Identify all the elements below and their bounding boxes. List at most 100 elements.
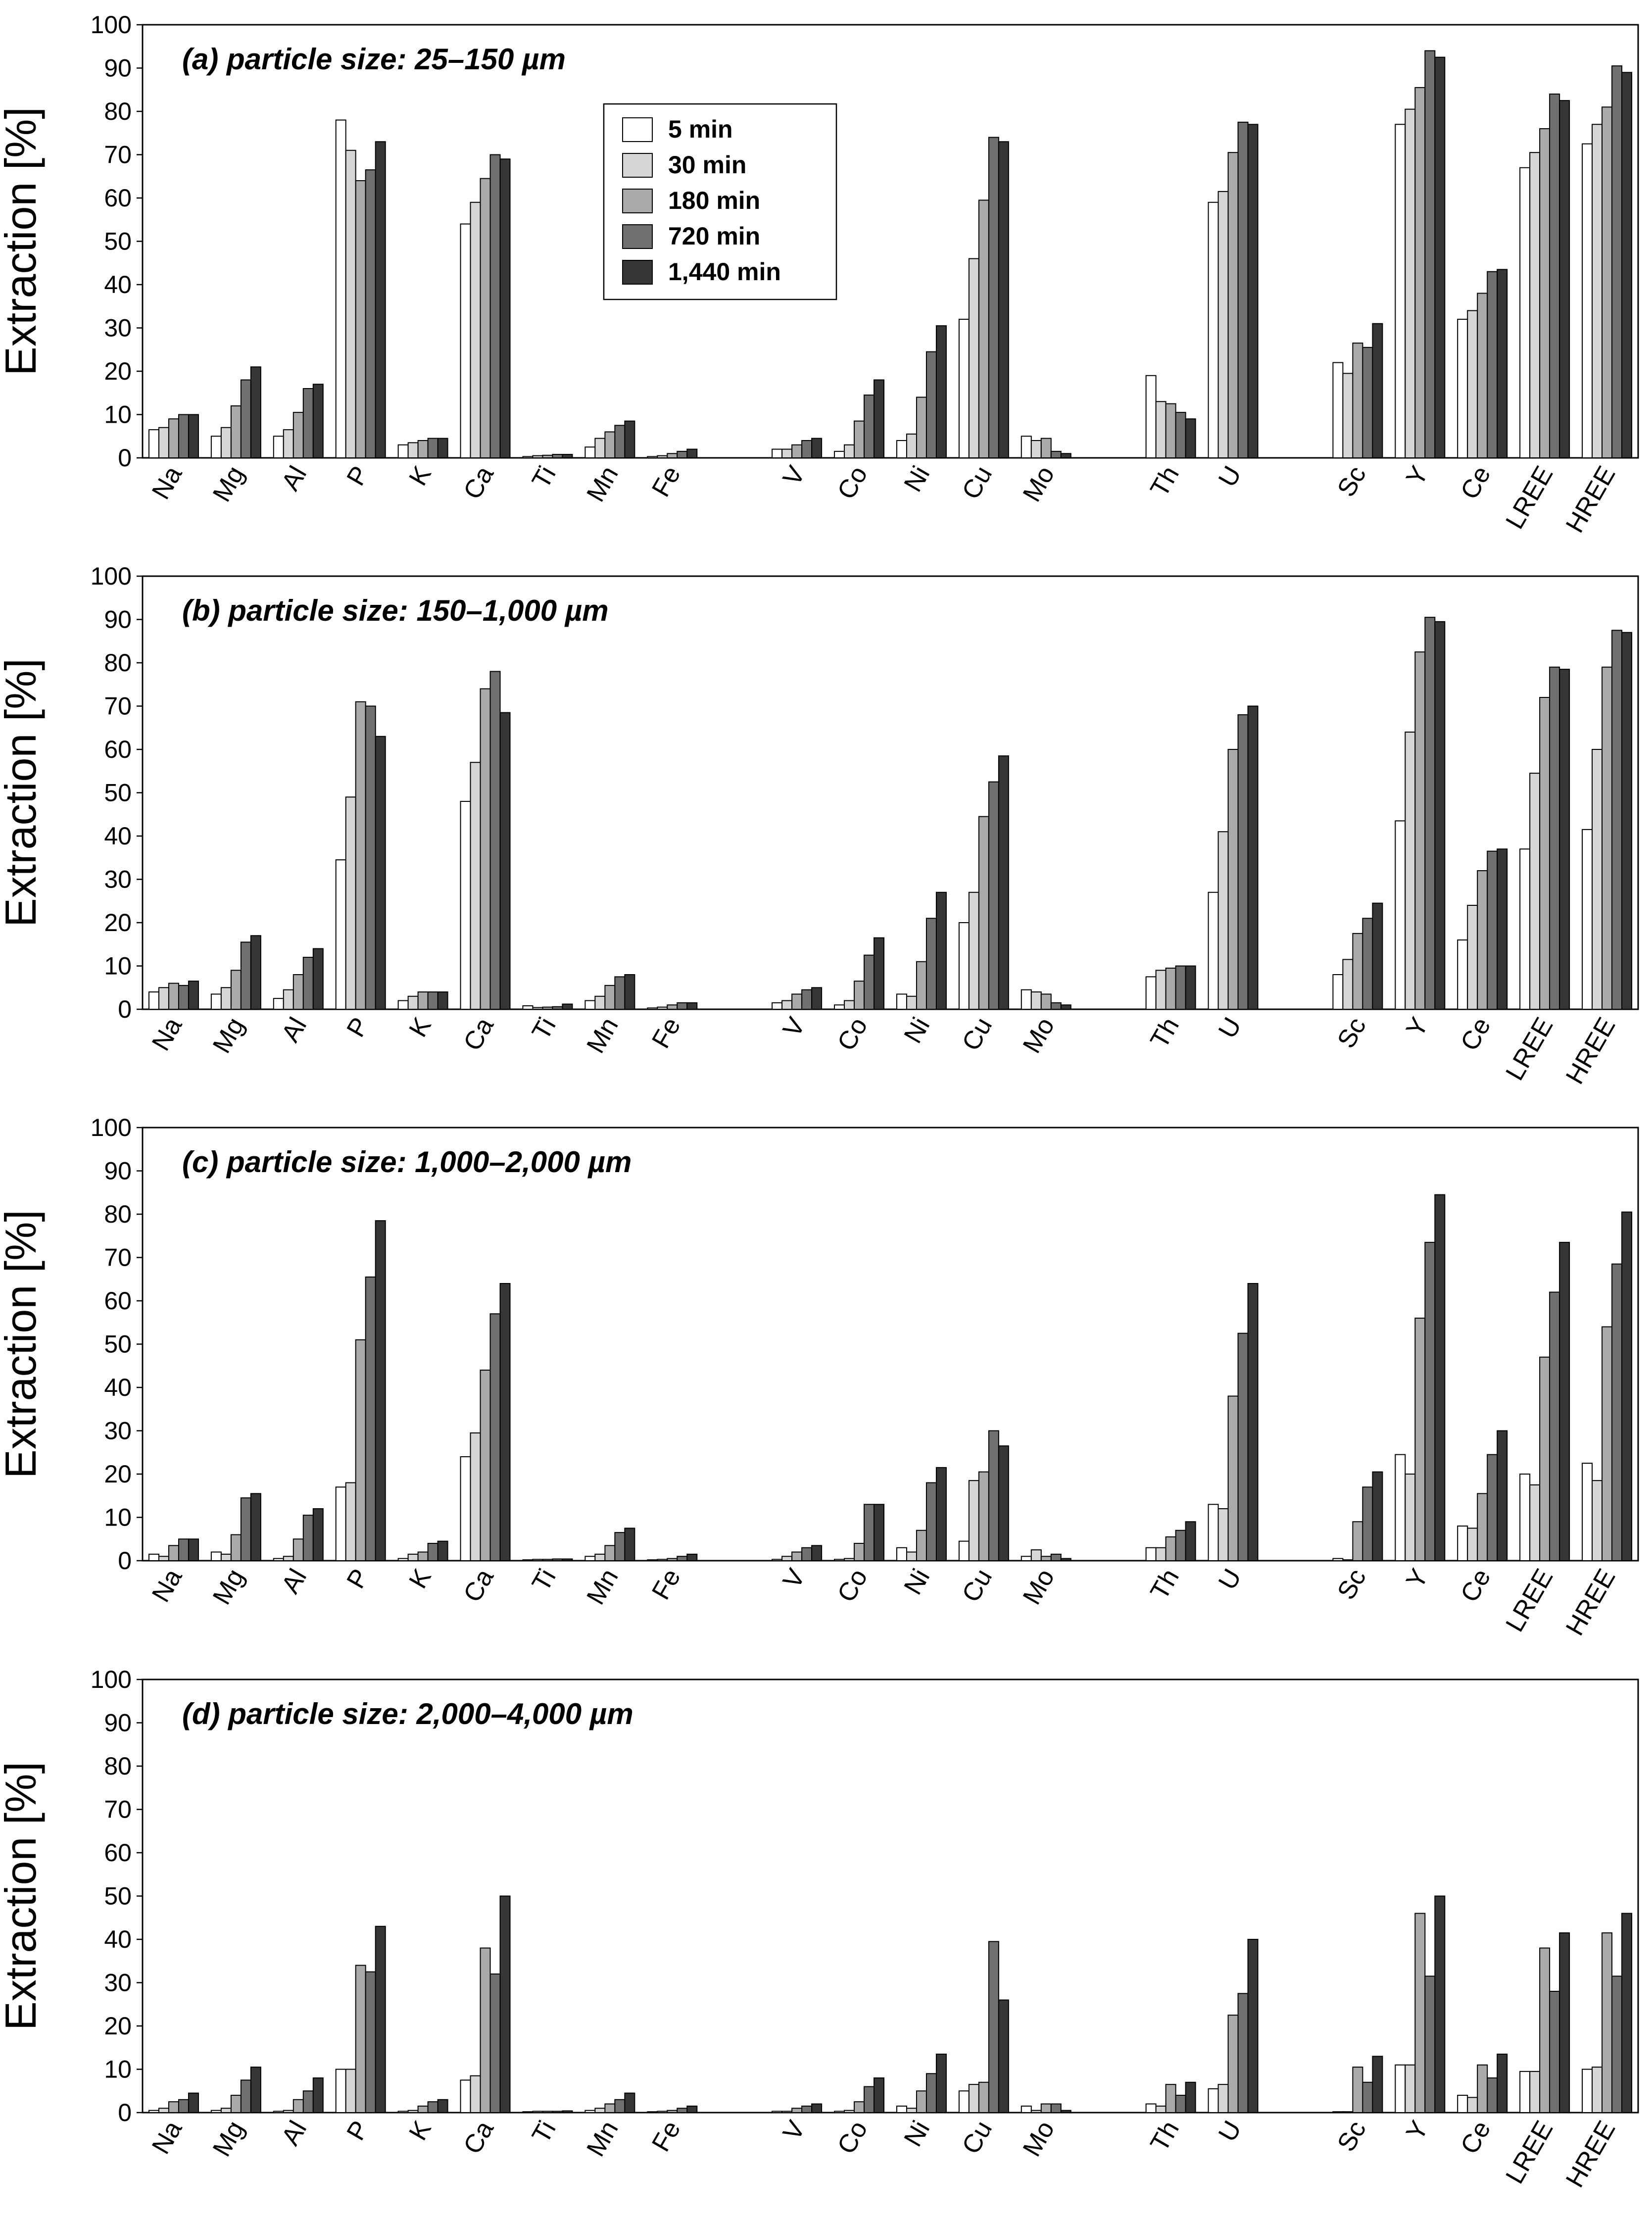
bar-Ni-180min (916, 961, 927, 1010)
bar-Mn-1440min (624, 974, 635, 1010)
bar-Ca-180min (480, 688, 491, 1010)
bar-HREE-30min (1592, 124, 1603, 458)
bar-Cu-1440min (998, 141, 1009, 458)
bar-Y-30min (1405, 1474, 1416, 1561)
bar-Al-180min (292, 974, 304, 1010)
bar-K-30min (407, 2110, 419, 2113)
legend-swatch (622, 153, 653, 178)
bar-Mo-1440min (1060, 1004, 1071, 1010)
category-label: HREE (1560, 461, 1621, 538)
bar-Na-1440min (188, 2092, 199, 2113)
bar-Na-1440min (188, 981, 199, 1010)
y-tick-label: 50 (104, 1331, 132, 1358)
category-label: Ca (458, 1564, 499, 1607)
category-label: Mg (207, 1564, 250, 1610)
bar-Fe-30min (657, 2111, 668, 2113)
bar-Mn-5min (584, 1000, 596, 1010)
bar-Ni-30min (906, 433, 917, 458)
bar-Mn-5min (584, 446, 596, 458)
bar-Cu-30min (968, 891, 979, 1010)
category-label: HREE (1560, 2116, 1621, 2192)
bar-HREE-5min (1582, 1463, 1593, 1561)
category-label: U (1213, 1013, 1247, 1043)
bar-Ca-1440min (499, 1283, 511, 1561)
bar-Ti-5min (522, 1005, 534, 1010)
bar-Cu-720min (988, 1941, 999, 2113)
category-label: Mn (581, 461, 624, 507)
panel-title: (d) particle size: 2,000–4,000 µm (182, 1697, 633, 1730)
bar-Ca-1440min (499, 1895, 511, 2113)
bar-P-720min (365, 169, 376, 458)
legend-label: 1,440 min (668, 258, 781, 286)
category-label: HREE (1560, 1013, 1621, 1089)
bar-Mo-1440min (1060, 453, 1071, 458)
bar-Co-180min (854, 981, 865, 1010)
y-tick-label: 0 (118, 444, 132, 472)
category-label: Mg (207, 461, 250, 507)
bar-Sc-720min (1362, 346, 1373, 458)
bar-Ce-5min (1457, 2095, 1468, 2113)
bar-Mo-180min (1040, 438, 1052, 458)
bar-Mg-1440min (250, 1493, 261, 1561)
category-label: Mo (1018, 2116, 1060, 2162)
bar-Mn-180min (604, 1545, 616, 1561)
y-tick-label: 80 (104, 98, 132, 125)
y-tick-label: 20 (104, 1460, 132, 1488)
bar-Al-30min (283, 1556, 294, 1561)
bar-Al-180min (292, 1538, 304, 1561)
category-label: Fe (646, 1013, 686, 1053)
bar-Ce-1440min (1497, 269, 1508, 458)
bar-Th-1440min (1185, 1521, 1196, 1561)
bar-U-720min (1237, 1332, 1249, 1561)
category-label: P (341, 461, 375, 491)
bar-Sc-5min (1332, 1558, 1344, 1561)
y-tick-label: 80 (104, 1200, 132, 1228)
bar-HREE-1440min (1621, 632, 1633, 1010)
category-label: Cu (957, 461, 998, 504)
bar-Mg-720min (240, 379, 251, 458)
bar-Fe-180min (667, 453, 678, 458)
legend-swatch (622, 260, 653, 285)
bar-HREE-180min (1602, 1932, 1613, 2113)
y-tick-label: 10 (104, 1504, 132, 1531)
bar-Ni-1440min (935, 1467, 947, 1561)
bar-Ni-5min (896, 993, 907, 1010)
bar-LREE-180min (1539, 128, 1551, 458)
bar-Mg-720min (240, 1497, 251, 1561)
category-label: Sc (1332, 1564, 1372, 1605)
bar-Na-1440min (188, 1538, 199, 1561)
category-label: Th (1145, 2116, 1185, 2157)
bar-Al-180min (292, 2099, 304, 2113)
bar-U-5min (1208, 891, 1219, 1010)
bar-Mo-30min (1030, 440, 1042, 458)
bar-U-180min (1227, 2015, 1239, 2113)
y-tick-label: 20 (104, 2012, 132, 2040)
y-tick-label: 60 (104, 736, 132, 763)
bar-Mg-180min (230, 970, 242, 1010)
bar-Ce-720min (1487, 271, 1498, 458)
y-tick-label: 20 (104, 357, 132, 385)
bar-HREE-5min (1582, 143, 1593, 458)
bar-Mg-180min (230, 405, 242, 458)
category-label: HREE (1560, 1564, 1621, 1640)
y-tick-label: 50 (104, 779, 132, 807)
bar-Ti-720min (552, 454, 563, 458)
bar-LREE-30min (1529, 2071, 1541, 2113)
y-tick-label: 0 (118, 2099, 132, 2126)
bar-Sc-1440min (1372, 1471, 1383, 1561)
category-label: U (1213, 461, 1247, 492)
bar-V-1440min (811, 2103, 823, 2113)
bar-Fe-720min (677, 1002, 688, 1010)
bar-Co-30min (844, 1000, 855, 1010)
category-label: Na (146, 1013, 188, 1056)
category-label: Co (832, 1564, 873, 1607)
category-label: Ni (899, 1564, 936, 1600)
bar-Sc-30min (1342, 1559, 1354, 1561)
y-tick-label: 80 (104, 649, 132, 677)
bar-Fe-720min (677, 1556, 688, 1561)
bar-Mo-30min (1030, 991, 1042, 1010)
y-tick-label: 40 (104, 1374, 132, 1401)
bar-LREE-5min (1519, 167, 1531, 458)
category-label: LREE (1500, 2116, 1558, 2189)
bar-Ti-1440min (562, 1003, 573, 1010)
